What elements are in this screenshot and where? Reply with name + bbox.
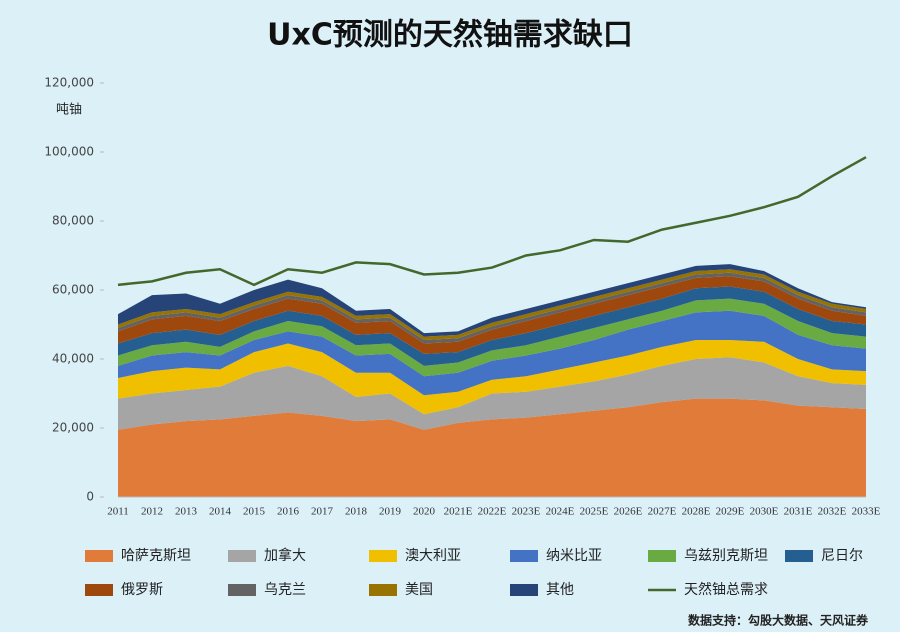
legend-swatch xyxy=(648,550,676,562)
source: 数据支持：勾股大数据、天风证券 xyxy=(688,613,869,628)
legend-label: 纳米比亚 xyxy=(546,548,602,564)
chart-title: UxC预测的天然铀需求缺口 xyxy=(267,18,633,53)
x-tick-label: 2016 xyxy=(277,506,300,518)
y-axis-label: 吨铀 xyxy=(56,103,82,118)
y-tick-label: 60,000 xyxy=(52,283,94,297)
x-tick-label: 2029E xyxy=(716,506,745,518)
x-tick-label: 2033E xyxy=(852,506,881,518)
area xyxy=(118,264,866,337)
legend-label: 乌兹别克斯坦 xyxy=(684,548,768,564)
legend-label: 乌克兰 xyxy=(264,582,306,598)
legend-swatch xyxy=(510,550,538,562)
x-tick-label: 2027E xyxy=(648,506,677,518)
area xyxy=(118,272,866,344)
x-tick-label: 2019 xyxy=(379,506,402,518)
legend-label: 哈萨克斯坦 xyxy=(121,548,191,564)
x-tick-label: 2028E xyxy=(682,506,711,518)
x-tick-label: 2032E xyxy=(818,506,847,518)
x-tick-label: 2026E xyxy=(614,506,643,518)
area xyxy=(118,269,866,341)
area xyxy=(118,398,866,497)
x-tick-label: 2025E xyxy=(580,506,609,518)
legend-swatch xyxy=(228,584,256,596)
x-tick-label: 2022E xyxy=(478,506,507,518)
y-tick-label: 20,000 xyxy=(52,421,94,435)
line xyxy=(117,156,867,287)
x-tick-label: 2013 xyxy=(175,506,198,518)
area xyxy=(118,276,866,354)
legend-swatch xyxy=(228,550,256,562)
x-tick-label: 2031E xyxy=(784,506,813,518)
x-tick-label: 2020 xyxy=(413,506,436,518)
legend-swatch xyxy=(369,550,397,562)
x-tick-label: 2024E xyxy=(546,506,575,518)
legend-swatch xyxy=(369,584,397,596)
legend-label: 尼日尔 xyxy=(821,548,863,564)
x-tick-label: 2011 xyxy=(107,506,129,518)
legend-label: 天然铀总需求 xyxy=(684,581,768,598)
area xyxy=(118,298,866,377)
legend-label: 俄罗斯 xyxy=(121,582,163,598)
legend-label: 美国 xyxy=(405,582,433,598)
x-tick-label: 2018 xyxy=(345,506,368,518)
y-tick-label: 100,000 xyxy=(44,145,94,159)
y-tick-label: 40,000 xyxy=(52,352,94,366)
legend-swatch xyxy=(85,584,113,596)
y-tick-label: 120,000 xyxy=(44,76,94,90)
legend-swatch xyxy=(510,584,538,596)
y-tick-label: 80,000 xyxy=(52,214,94,228)
x-tick-label: 2012 xyxy=(141,506,163,518)
legend-swatch xyxy=(85,550,113,562)
x-tick-label: 2021E xyxy=(444,506,473,518)
legend-swatch xyxy=(785,550,813,562)
x-tick-label: 2017 xyxy=(311,506,334,518)
y-tick-label: 0 xyxy=(86,490,94,504)
x-tick-label: 2015 xyxy=(243,506,266,518)
x-tick-label: 2030E xyxy=(750,506,779,518)
x-tick-label: 2014 xyxy=(209,506,232,518)
area xyxy=(118,286,866,366)
legend-label: 澳大利亚 xyxy=(405,548,461,564)
area xyxy=(118,340,866,415)
area xyxy=(118,310,866,396)
x-tick-label: 2023E xyxy=(512,506,541,518)
legend-label: 其他 xyxy=(546,582,574,598)
legend-label: 加拿大 xyxy=(264,547,306,564)
